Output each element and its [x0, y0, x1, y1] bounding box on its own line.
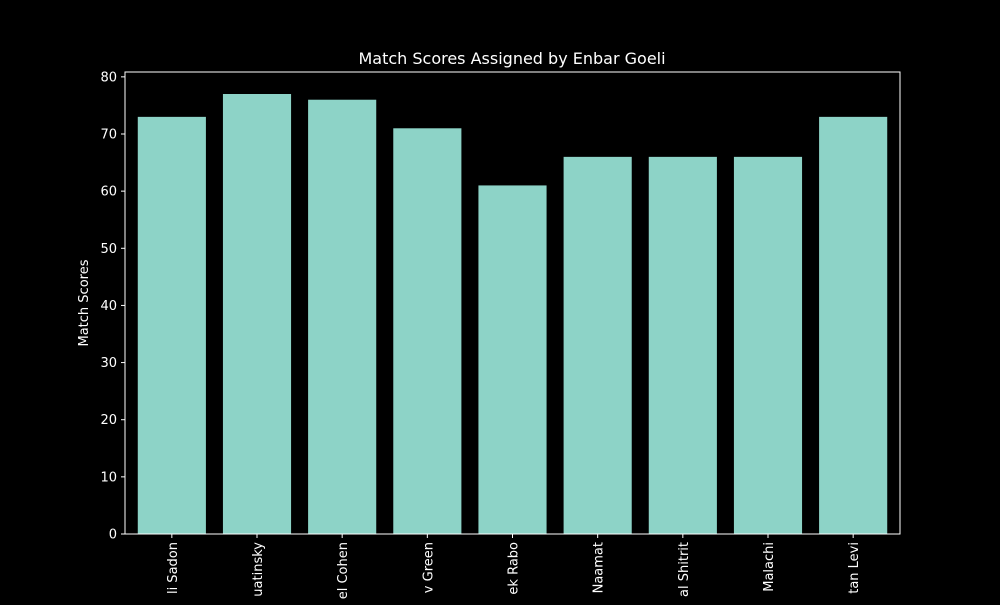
y-ticks-layer: 0 10 20 30 40 50 60 70 80 [100, 70, 125, 543]
x-tick-label: Malachi [762, 542, 777, 592]
plot-frame [124, 71, 901, 535]
y-axis-title: Match Scores [77, 259, 92, 346]
bar [137, 116, 206, 534]
bar [819, 116, 888, 534]
y-tick-label: 10 [100, 470, 117, 485]
x-tick-label: el Cohen [336, 542, 351, 599]
y-tick-label: 80 [100, 70, 117, 85]
x-tick-label: ek Rabo [507, 542, 522, 595]
bar [478, 185, 547, 534]
y-tick-label: 20 [100, 413, 117, 428]
y-tick-label: 70 [100, 128, 117, 143]
y-tick-label: 30 [100, 356, 117, 371]
x-tick-label: al Shitrit [677, 542, 692, 597]
bars-layer [137, 94, 888, 535]
bar [563, 156, 632, 534]
bar [733, 156, 803, 534]
bar [393, 128, 462, 535]
x-tick-label: Naamat [592, 542, 607, 593]
chart-title: Match Scores Assigned by Enbar Goeli [358, 49, 665, 68]
x-tick-label: v Green [421, 542, 436, 593]
y-tick-label: 40 [100, 299, 117, 314]
y-tick-label: 60 [100, 185, 117, 200]
x-tick-label: li Sadon [166, 542, 181, 594]
x-tick-label: tan Levi [847, 542, 862, 594]
bar [222, 94, 292, 534]
y-tick-label: 0 [109, 528, 117, 543]
x-tick-label: uatinsky [251, 542, 266, 597]
bar [648, 156, 717, 534]
y-tick-label: 50 [100, 242, 117, 257]
x-ticks-layer: li Sadon uatinsky el Cohen v Green ek Rabo Na… [166, 534, 862, 599]
bar [308, 99, 377, 534]
